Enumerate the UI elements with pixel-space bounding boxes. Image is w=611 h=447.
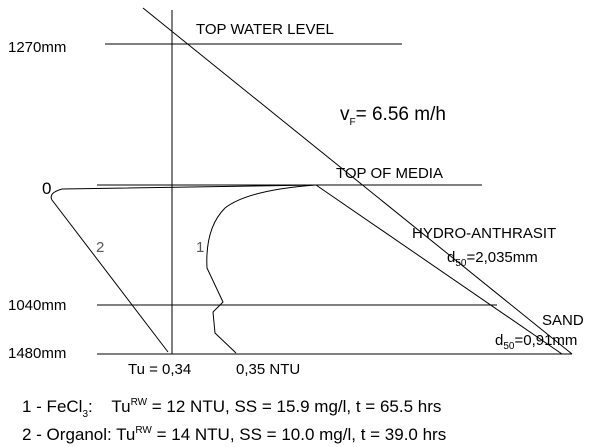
curve-1	[206, 184, 317, 354]
mid: : Tu	[88, 397, 131, 416]
curve-label: 2	[96, 239, 104, 256]
superscript: RW	[131, 397, 148, 408]
symbol: d	[495, 332, 503, 349]
legend-entry: 1 - FeCl3: TuRW = 12 NTU, SS = 15.9 mg/l…	[22, 397, 441, 420]
origin-label: 0	[42, 179, 51, 198]
text: = 6.56 m/h	[356, 104, 446, 125]
diagonal-line	[142, 7, 573, 355]
superscript: RW	[135, 425, 152, 436]
curve-2	[50, 184, 317, 353]
diagonal-line-2	[315, 184, 563, 355]
depth-label: 1270mm	[8, 39, 66, 56]
level-label: TOP WATER LEVEL	[196, 21, 334, 38]
text: = 12 NTU, SS = 15.9 mg/l, t = 65.5 hrs	[147, 397, 441, 416]
level-label: TOP OF MEDIA	[336, 165, 443, 182]
media-label: HYDRO-ANTHRASIT	[412, 225, 556, 242]
subscript: F	[350, 117, 356, 128]
prefix: 1 - FeCl	[22, 397, 82, 416]
depth-label: 1480mm	[8, 345, 66, 362]
depth-label: 1040mm	[8, 297, 66, 314]
grain-label: d50=2,035mm	[447, 249, 538, 269]
text: =0,91mm	[514, 332, 577, 349]
text: = 14 NTU, SS = 10.0 mg/l, t = 39.0 hrs	[152, 425, 446, 444]
velocity-label: vF= 6.56 m/h	[340, 104, 446, 128]
tu-label: 0,35 NTU	[236, 361, 300, 378]
curve-label: 1	[196, 239, 204, 256]
legend-entry: 2 - Organol: TuRW = 14 NTU, SS = 10.0 mg…	[22, 425, 446, 444]
symbol: v	[340, 104, 350, 125]
symbol: d	[447, 249, 455, 266]
subscript: 50	[455, 258, 467, 269]
tu-label: Tu = 0,34	[128, 361, 191, 378]
prefix: 2 - Organol: Tu	[22, 425, 135, 444]
subscript: 3	[82, 409, 88, 420]
text: =2,035mm	[466, 249, 537, 266]
media-label: SAND	[542, 312, 584, 329]
subscript: 50	[503, 341, 515, 352]
grain-label: d50=0,91mm	[495, 332, 577, 352]
